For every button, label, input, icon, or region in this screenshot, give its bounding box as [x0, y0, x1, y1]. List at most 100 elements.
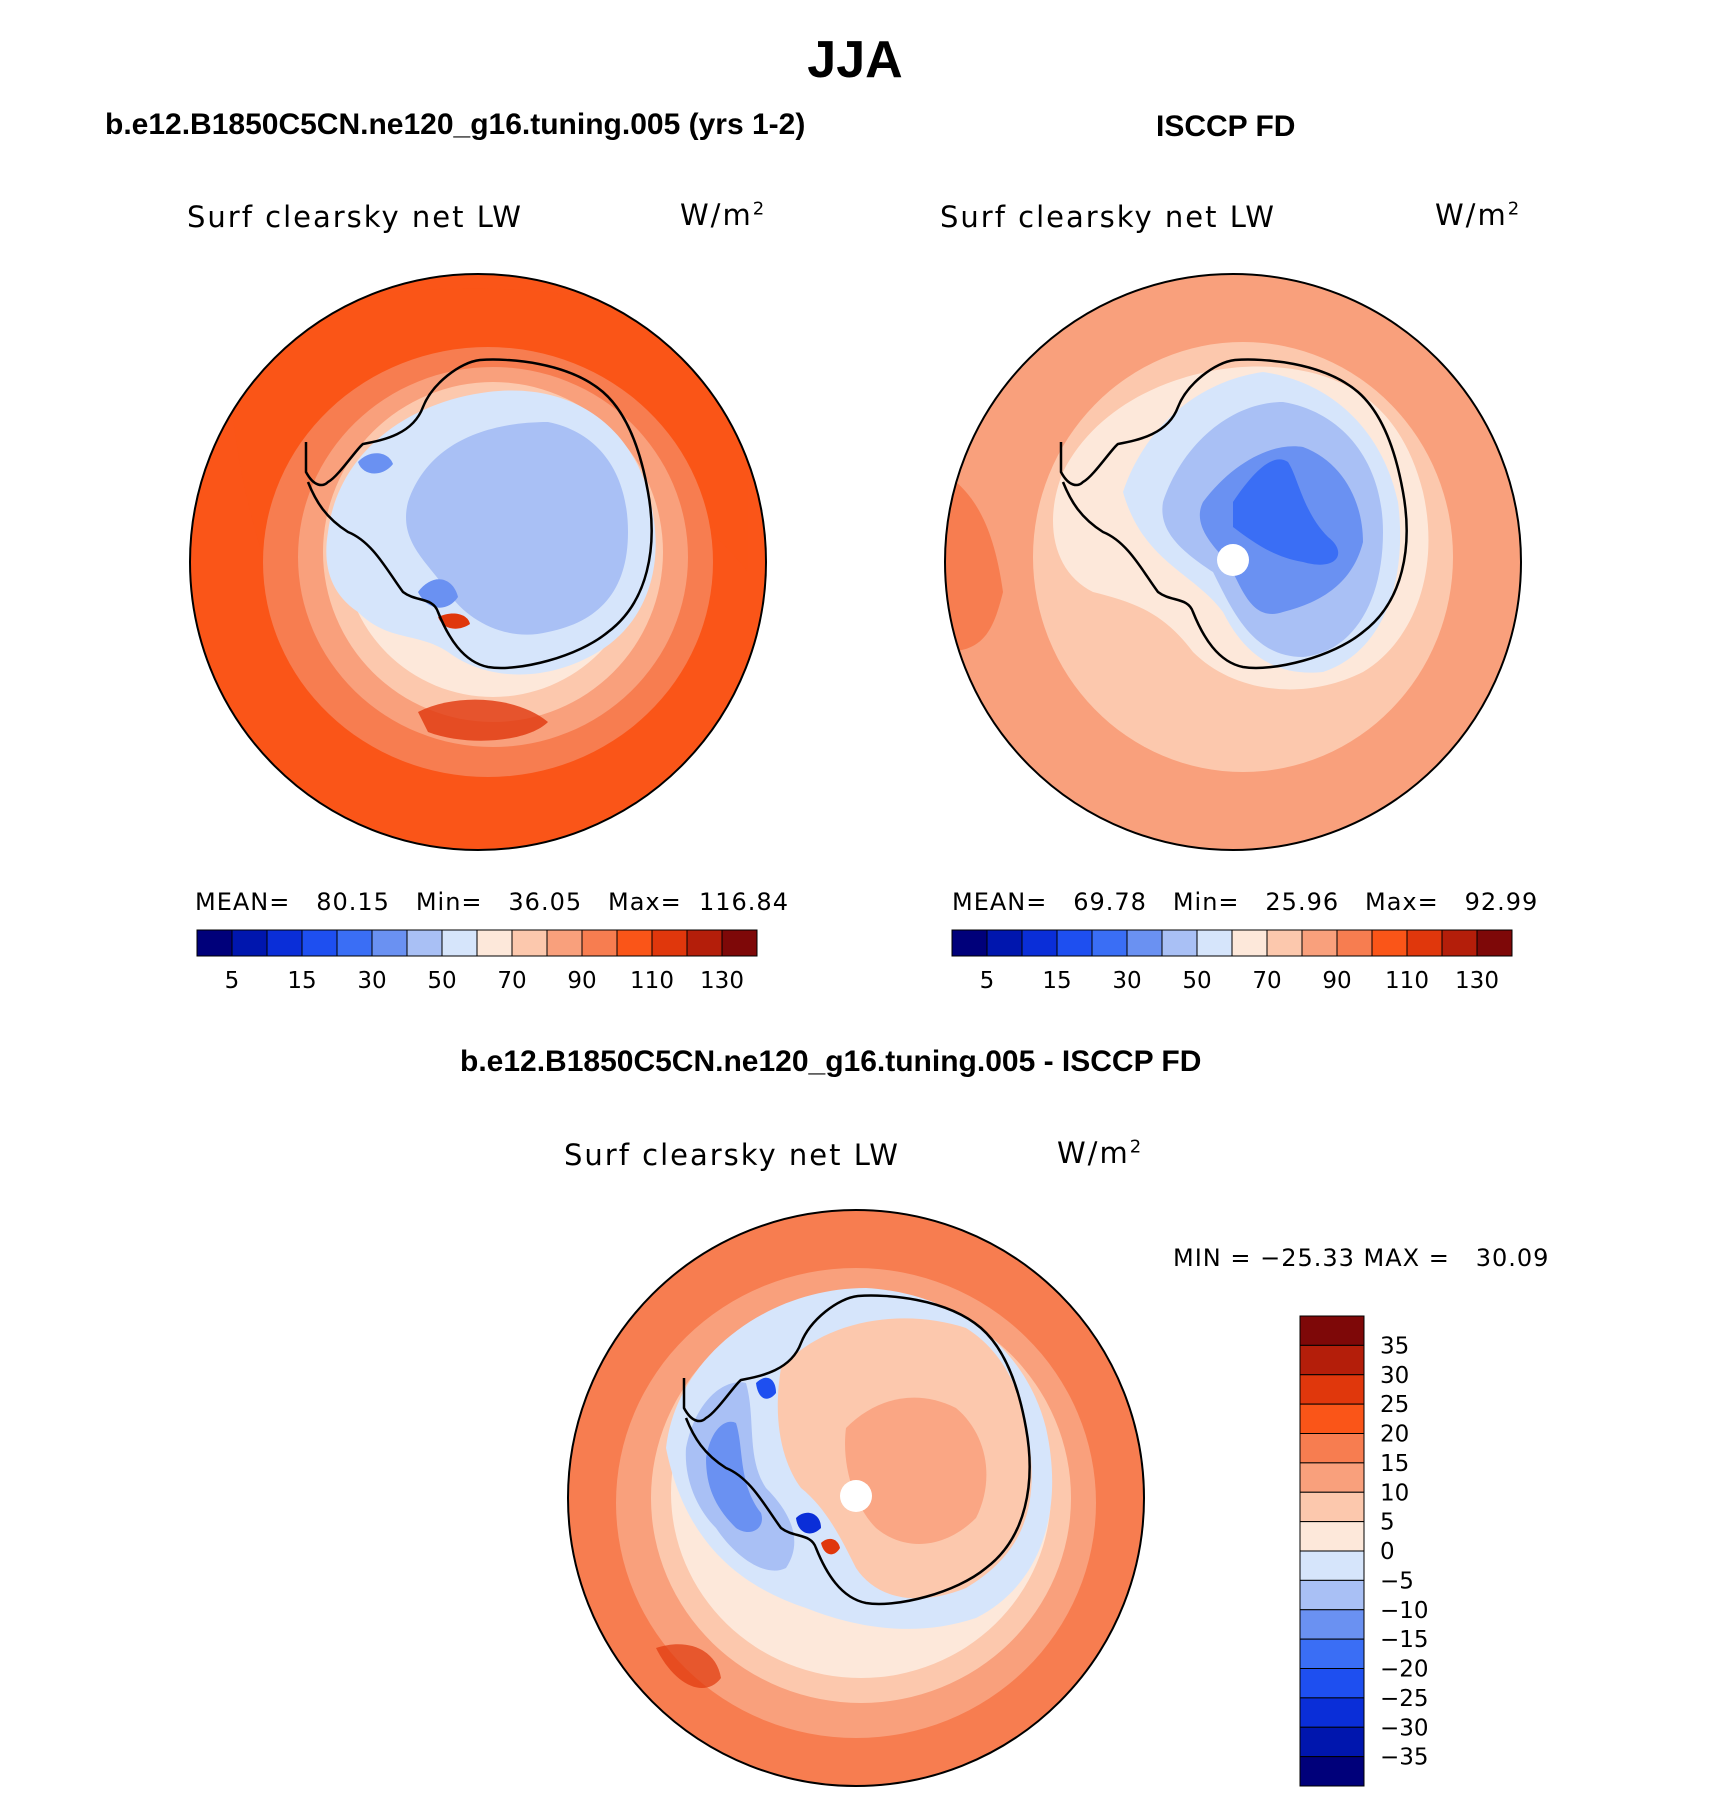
diff-colorbar-tick-label: −10 — [1380, 1598, 1429, 1624]
obs-colorbar-swatch — [1441, 929, 1478, 957]
diff-colorbar-swatch — [1299, 1521, 1365, 1552]
obs-panel-title: ISCCP FD — [1156, 110, 1296, 143]
diff-colorbar-swatch — [1299, 1638, 1365, 1669]
diff-pole-hole — [840, 1480, 872, 1512]
model-colorbar-swatch — [266, 929, 303, 957]
diff-colorbar-tick-label: 25 — [1380, 1392, 1409, 1418]
obs-pole-hole — [1217, 544, 1249, 576]
model-colorbar-tick-label: 90 — [567, 968, 596, 994]
model-colorbar-tick-label: 5 — [225, 968, 240, 994]
model-map-border — [189, 273, 767, 851]
model-variable-label: Surf clearsky net LW — [187, 200, 523, 234]
model-colorbar-swatch — [301, 929, 338, 957]
obs-contour-30 — [1233, 459, 1339, 565]
diff-colorbar-swatch — [1299, 1491, 1365, 1523]
diff-colorbar-swatch — [1299, 1344, 1365, 1376]
diff-map-border — [567, 1209, 1145, 1787]
diff-colorbar-swatch — [1299, 1756, 1365, 1787]
diff-colorbar-swatch — [1299, 1462, 1365, 1493]
model-colorbar-tick-label: 15 — [287, 968, 316, 994]
model-colorbar-swatch — [371, 929, 408, 957]
diff-colorbar-tick-label: −35 — [1380, 1745, 1429, 1771]
obs-colorbar-tick-label: 70 — [1252, 968, 1281, 994]
diff-colorbar-swatch — [1299, 1579, 1365, 1611]
diff-colorbar-swatch — [1299, 1403, 1365, 1434]
diff-colorbar: 35 30 25 20 15 10 5 0 −5 −10 −15 −20 −25 −30 −35 — [1299, 1315, 1429, 1787]
diff-colorbar-swatch — [1299, 1726, 1365, 1758]
obs-colorbar-swatch — [1126, 929, 1163, 957]
diff-colorbar-tick-label: −25 — [1380, 1686, 1429, 1712]
model-colorbar-swatch — [441, 929, 478, 957]
model-colorbar-swatch — [546, 929, 583, 957]
diff-contour-neg15 — [706, 1421, 762, 1533]
diff-colorbar-tick-label: 5 — [1380, 1510, 1395, 1536]
model-colorbar-tick-label: 110 — [630, 968, 674, 994]
obs-colorbar-swatch — [1406, 929, 1443, 957]
model-map — [189, 273, 767, 851]
model-colorbar-tick-label: 50 — [427, 968, 456, 994]
obs-coastline — [1059, 358, 1408, 670]
model-colorbar-swatch — [721, 929, 758, 957]
obs-colorbar-swatch — [1266, 929, 1303, 957]
diff-units-label: W/m2 — [1057, 1136, 1144, 1170]
obs-colorbar-tick-label: 15 — [1042, 968, 1071, 994]
model-panel-title: b.e12.B1850C5CN.ne120_g16.tuning.005 (yr… — [105, 108, 806, 141]
model-stats: MEAN= 80.15 Min= 36.05 Max= 116.84 — [195, 888, 789, 916]
obs-colorbar-swatch — [951, 929, 988, 957]
obs-colorbar-swatch — [1301, 929, 1338, 957]
model-coastline — [304, 358, 653, 670]
model-colorbar-swatch — [336, 929, 373, 957]
obs-map — [944, 273, 1522, 851]
obs-colorbar-tick-label: 50 — [1182, 968, 1211, 994]
model-units-label: W/m2 — [680, 198, 767, 232]
diff-colorbar-swatch — [1299, 1668, 1365, 1699]
diff-colorbar-tick-label: 0 — [1380, 1539, 1395, 1565]
model-colorbar-swatch — [616, 929, 653, 957]
diff-colorbar-swatch — [1299, 1374, 1365, 1405]
obs-colorbar-swatch — [1231, 929, 1268, 957]
diff-colorbar-tick-label: −15 — [1380, 1627, 1429, 1653]
model-hotspot — [438, 613, 470, 629]
obs-colorbar-swatch — [1476, 929, 1513, 957]
diff-colorbar-tick-label: 10 — [1380, 1480, 1409, 1506]
model-colorbar-tick-label: 130 — [700, 968, 744, 994]
obs-colorbar-swatch — [1161, 929, 1198, 957]
diff-colorbar-swatch — [1299, 1433, 1365, 1464]
diff-colorbar-tick-label: 20 — [1380, 1422, 1409, 1448]
obs-colorbar-swatch — [986, 929, 1023, 957]
figure-title: JJA — [807, 31, 903, 89]
model-colorbar-swatch — [196, 929, 233, 957]
obs-colorbar-swatch — [1196, 929, 1233, 957]
diff-variable-label: Surf clearsky net LW — [564, 1138, 900, 1172]
obs-units-label: W/m2 — [1435, 198, 1522, 232]
diff-coastline — [682, 1294, 1031, 1606]
obs-colorbar-swatch — [1371, 929, 1408, 957]
diff-panel-title: b.e12.B1850C5CN.ne120_g16.tuning.005 - I… — [460, 1045, 1202, 1078]
obs-colorbar-swatch — [1091, 929, 1128, 957]
obs-colorbar-tick-label: 110 — [1385, 968, 1429, 994]
diff-colorbar-swatch — [1299, 1550, 1365, 1581]
obs-colorbar-tick-label: 5 — [980, 968, 995, 994]
model-colorbar-swatch — [476, 929, 513, 957]
model-colorbar-tick-label: 70 — [497, 968, 526, 994]
diff-colorbar-tick-label: −30 — [1380, 1715, 1429, 1741]
obs-colorbar-tick-label: 90 — [1322, 968, 1351, 994]
model-colorbar-swatch — [686, 929, 723, 957]
diff-colorbar-swatch — [1299, 1609, 1365, 1640]
model-colorbar-swatch — [511, 929, 548, 957]
diff-colorbar-tick-label: 35 — [1380, 1333, 1409, 1359]
diff-stats: MIN = −25.33 MAX = 30.09 — [1173, 1244, 1550, 1272]
diff-contour-pos10 — [845, 1397, 987, 1545]
obs-colorbar-tick-label: 130 — [1455, 968, 1499, 994]
obs-colorbar-swatch — [1021, 929, 1058, 957]
diff-colorbar-tick-label: −5 — [1380, 1568, 1414, 1594]
diff-colorbar-tick-label: −20 — [1380, 1657, 1429, 1683]
model-colorbar-swatch — [651, 929, 688, 957]
model-colorbar-swatch — [406, 929, 443, 957]
model-colorbar-tick-label: 30 — [357, 968, 386, 994]
obs-variable-label: Surf clearsky net LW — [940, 200, 1276, 234]
model-colorbar-swatch — [581, 929, 618, 957]
diff-map — [567, 1209, 1145, 1787]
diff-colorbar-tick-label: 30 — [1380, 1363, 1409, 1389]
diff-coldspot — [796, 1512, 821, 1534]
